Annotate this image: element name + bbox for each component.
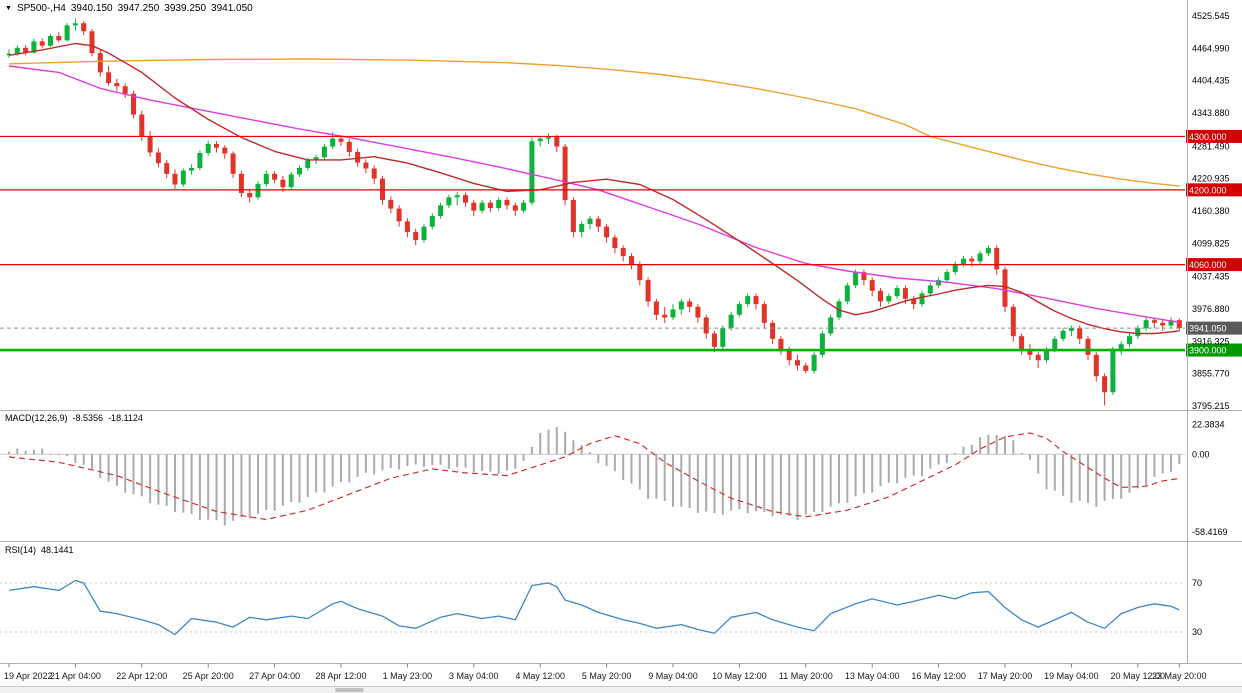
time-axis-label: 11 May 20:00 [779,671,833,681]
time-axis-label: 10 May 12:00 [712,671,767,681]
candles-layer[interactable] [6,18,1182,406]
time-axis-label: 23 May 20:00 [1152,671,1207,681]
hline-4060.000[interactable]: 4060.000 [0,258,1242,272]
price-badge-label: 3900.000 [1189,346,1227,356]
rsi-indicator-label: RSI(14) 48.1441 [5,545,74,555]
ohlc-open: 3940.150 [70,3,113,14]
price-badge-label: 4300.000 [1189,132,1227,142]
hline-4200.000[interactable]: 4200.000 [0,183,1242,197]
time-axis-label: 5 May 20:00 [582,671,632,681]
time-axis-label: 9 May 04:00 [648,671,698,681]
time-axis-label: 20 May 12:00 [1111,671,1166,681]
macd-histogram [8,426,1181,526]
time-axis-label: 21 Apr 04:00 [50,671,101,681]
macd-axis-label: 22.3834 [1192,420,1225,430]
time-axis-label: 19 Apr 2022 [4,671,53,681]
rsi-axis-label: 30 [1192,627,1202,637]
hline-4300.000[interactable]: 4300.000 [0,129,1242,143]
scrollbar-track[interactable] [0,687,1242,693]
price-axis-label: 4220.935 [1192,174,1230,184]
current-price-badge [1186,321,1242,335]
rsi-name: RSI(14) [5,545,37,555]
macd-panel[interactable] [0,426,1185,526]
macd-axis-label: -58.4169 [1192,527,1228,537]
price-panel[interactable]: 4300.000 4200.000 4060.000 3900.000 3941.050 [0,18,1242,406]
price-axis[interactable]: 4525.545 4464.990 4404.435 4343.880 4281.490… [1192,11,1230,411]
rsi-axis[interactable]: 70 30 [1192,578,1202,637]
ma-slow-line [8,58,1180,187]
price-axis-label: 3795.215 [1192,401,1230,411]
ohlc-high: 3947.250 [117,3,160,14]
time-axis-label: 28 Apr 12:00 [315,671,366,681]
price-badge [1186,183,1242,197]
horizontal-scrollbar[interactable] [0,686,1242,693]
rsi-value: 48.1441 [41,545,74,555]
time-axis-label: 19 May 04:00 [1044,671,1099,681]
time-axis-label: 4 May 12:00 [515,671,565,681]
current-price-badge-label: 3941.050 [1189,324,1227,334]
price-axis-label: 4281.490 [1192,141,1230,151]
ma-fast-line [8,42,1180,335]
price-axis-label: 4037.435 [1192,272,1230,282]
time-axis-label: 25 Apr 20:00 [183,671,234,681]
time-axis-label: 17 May 20:00 [978,671,1033,681]
price-axis-label: 4343.880 [1192,108,1230,118]
price-axis-label: 3976.880 [1192,304,1230,314]
time-axis-label: 3 May 04:00 [449,671,499,681]
price-badge [1186,258,1242,272]
panel-separators [0,0,1242,664]
time-axis-label: 22 Apr 12:00 [116,671,167,681]
price-axis-label: 4404.435 [1192,76,1230,86]
rsi-panel[interactable] [0,579,1185,636]
macd-signal-line [8,432,1180,521]
time-axis-label: 13 May 04:00 [845,671,900,681]
price-badge-label: 4060.000 [1189,260,1227,270]
macd-axis-label: 0.00 [1192,449,1210,459]
rsi-line [8,579,1180,636]
rsi-axis-label: 70 [1192,578,1202,588]
ohlc-low: 3939.250 [164,3,207,14]
price-axis-label: 3855.770 [1192,369,1230,379]
time-axis-label: 1 May 23:00 [383,671,433,681]
chart-marker-icon[interactable]: ▼ [5,4,12,12]
hline-3900.000[interactable]: 3900.000 [0,343,1242,357]
symbol-info-bar: ▼ SP500-,H4 3940.150 3947.250 3939.250 3… [5,3,253,14]
current-price-line: 3941.050 [0,321,1242,335]
price-badge [1186,129,1242,143]
symbol-name: SP500-,H4 [16,3,66,14]
price-badge-label: 4200.000 [1189,185,1227,195]
price-axis-label: 4525.545 [1192,11,1230,21]
macd-axis[interactable]: 22.3834 0.00 -58.4169 [1192,420,1228,538]
macd-name: MACD(12,26,9) [5,413,68,423]
macd-value: -8.5356 [72,413,104,423]
macd-indicator-label: MACD(12,26,9) -8.5356 -18.1124 [5,413,143,423]
price-axis-label: 4160.380 [1192,206,1230,216]
price-axis-label: 4464.990 [1192,43,1230,53]
time-axis-label: 16 May 12:00 [911,671,966,681]
time-axis-label: 27 Apr 04:00 [249,671,300,681]
macd-signal-value: -18.1124 [108,413,143,423]
ohlc-close: 3941.050 [211,3,253,14]
price-axis-label: 4099.825 [1192,238,1230,248]
price-badge [1186,343,1242,357]
scrollbar-thumb[interactable] [335,688,364,692]
price-axis-label: 3916.325 [1192,336,1230,346]
